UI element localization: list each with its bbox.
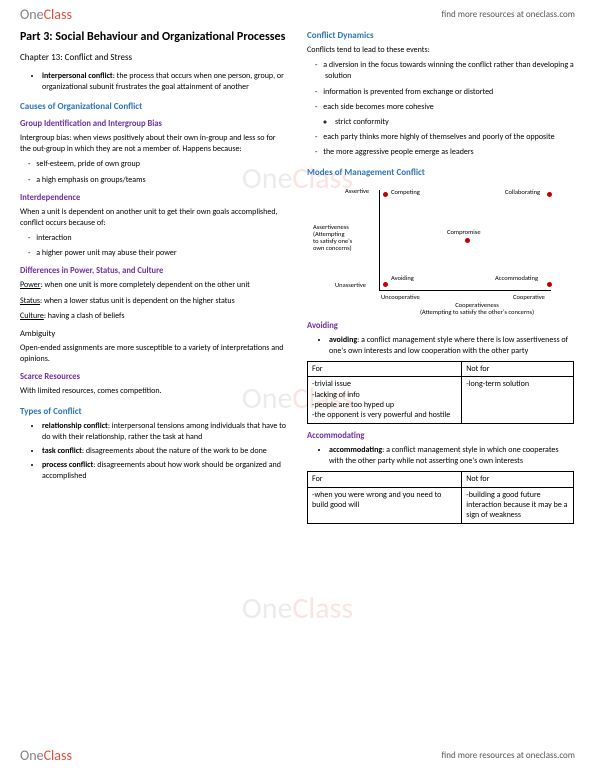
ambiguity-body: Open-ended assignments are more suscepti… (20, 343, 287, 365)
page-footer: OneClass find more resources at oneclass… (0, 747, 595, 764)
table-header: Not for (462, 361, 574, 376)
power-line: Power: when one unit is more completely … (20, 280, 287, 291)
scarce-body: With limited resources, comes competitio… (20, 386, 287, 397)
interdep-body: When a unit is dependent on another unit… (20, 207, 287, 229)
list-item: self-esteem, pride of own group (38, 159, 287, 170)
group-id-body: Intergroup bias: when views positively a… (20, 133, 287, 155)
brand-logo-footer: OneClass (20, 747, 72, 764)
section-accommodating: Accommodating (307, 431, 574, 441)
dynamics-intro: Conflicts tend to lead to these events: (307, 45, 574, 56)
intro-bullet: interpersonal conflict: the process that… (42, 71, 287, 93)
table-header: For (308, 472, 462, 487)
footer-link[interactable]: find more resources at oneclass.com (442, 750, 575, 761)
accom-def: accommodating: a conflict management sty… (329, 445, 574, 467)
accom-table: For Not for -when you were wrong and you… (307, 471, 574, 524)
table-cell: -when you were wrong and you need to bui… (308, 487, 462, 523)
table-cell: -trivial issue -lacking of info -people … (308, 377, 462, 424)
x-label-right: Cooperative (513, 294, 545, 301)
section-causes: Causes of Organizational Conflict (20, 101, 287, 112)
list-item: a higher power unit may abuse their powe… (38, 248, 287, 259)
list-item: task conflict: disagreements about the n… (42, 446, 287, 457)
section-avoiding: Avoiding (307, 321, 574, 331)
avoiding-def: avoiding: a conflict management style wh… (329, 335, 574, 357)
conflict-modes-chart: Assertive Assertiveness (Attempting to s… (307, 184, 567, 314)
list-item: each party thinks more highly of themsel… (325, 132, 574, 143)
page-header: OneClass find more resources at oneclass… (0, 6, 595, 23)
status-line: Status: when a lower status unit is depe… (20, 296, 287, 307)
dot-accommodating (547, 282, 552, 287)
dot-avoiding (383, 282, 388, 287)
list-item: the more aggressive people emerge as lea… (325, 147, 574, 158)
section-group-id: Group Identification and Intergroup Bias (20, 119, 287, 129)
main-title: Part 3: Social Behaviour and Organizatio… (20, 30, 287, 46)
y-label-bottom: Unassertive (335, 282, 366, 289)
list-item: a diversion in the focus towards winning… (325, 60, 574, 82)
chart-y-axis (379, 190, 380, 290)
chapter-title: Chapter 13: Conflict and Stress (20, 52, 287, 63)
dot-compromise (465, 238, 470, 243)
dot-collaborating (547, 192, 552, 197)
dot-competing (383, 192, 388, 197)
culture-line: Culture: having a clash of beliefs (20, 311, 287, 322)
list-item: each side becomes more cohesive (325, 102, 574, 113)
list-item: process conflict: disagreements about ho… (42, 460, 287, 482)
list-item: information is prevented from exchange o… (325, 87, 574, 98)
avoiding-table: For Not for -trivial issue -lacking of i… (307, 361, 574, 424)
label-collaborating: Collaborating (505, 188, 540, 196)
table-cell: -long-term solution (462, 377, 574, 424)
page-content: Part 3: Social Behaviour and Organizatio… (20, 30, 575, 528)
label-compromise: Compromise (447, 228, 481, 236)
watermark-3: OneClass (0, 590, 595, 627)
y-label-mid: Assertiveness (Attempting to satisfy one… (313, 224, 375, 253)
section-ambiguity: Ambiguity (20, 329, 287, 339)
list-item: strict conformity (335, 117, 574, 128)
right-column: Conflict Dynamics Conflicts tend to lead… (307, 30, 574, 528)
list-item: a high emphasis on groups/teams (38, 175, 287, 186)
section-types: Types of Conflict (20, 406, 287, 417)
x-label-left: Uncooperative (381, 294, 420, 301)
section-modes: Modes of Management Conflict (307, 167, 574, 178)
x-label-mid: Cooperativeness (Attempting to satisfy t… (397, 302, 557, 316)
brand-logo: OneClass (20, 6, 72, 23)
table-header: Not for (462, 472, 574, 487)
label-avoiding: Avoiding (391, 274, 414, 282)
y-label-top: Assertive (345, 188, 369, 195)
section-dynamics: Conflict Dynamics (307, 30, 574, 41)
chart-x-axis (379, 290, 551, 291)
list-item: relationship conflict: interpersonal ten… (42, 421, 287, 443)
list-item: interaction (38, 233, 287, 244)
section-interdependence: Interdependence (20, 193, 287, 203)
section-scarce: Scarce Resources (20, 372, 287, 382)
table-cell: -building a good future interaction beca… (462, 487, 574, 523)
label-competing: Competing (391, 188, 420, 196)
left-column: Part 3: Social Behaviour and Organizatio… (20, 30, 287, 528)
header-link[interactable]: find more resources at oneclass.com (442, 9, 575, 20)
table-header: For (308, 361, 462, 376)
section-differences: Differences in Power, Status, and Cultur… (20, 266, 287, 276)
label-accommodating: Accommodating (495, 274, 538, 282)
